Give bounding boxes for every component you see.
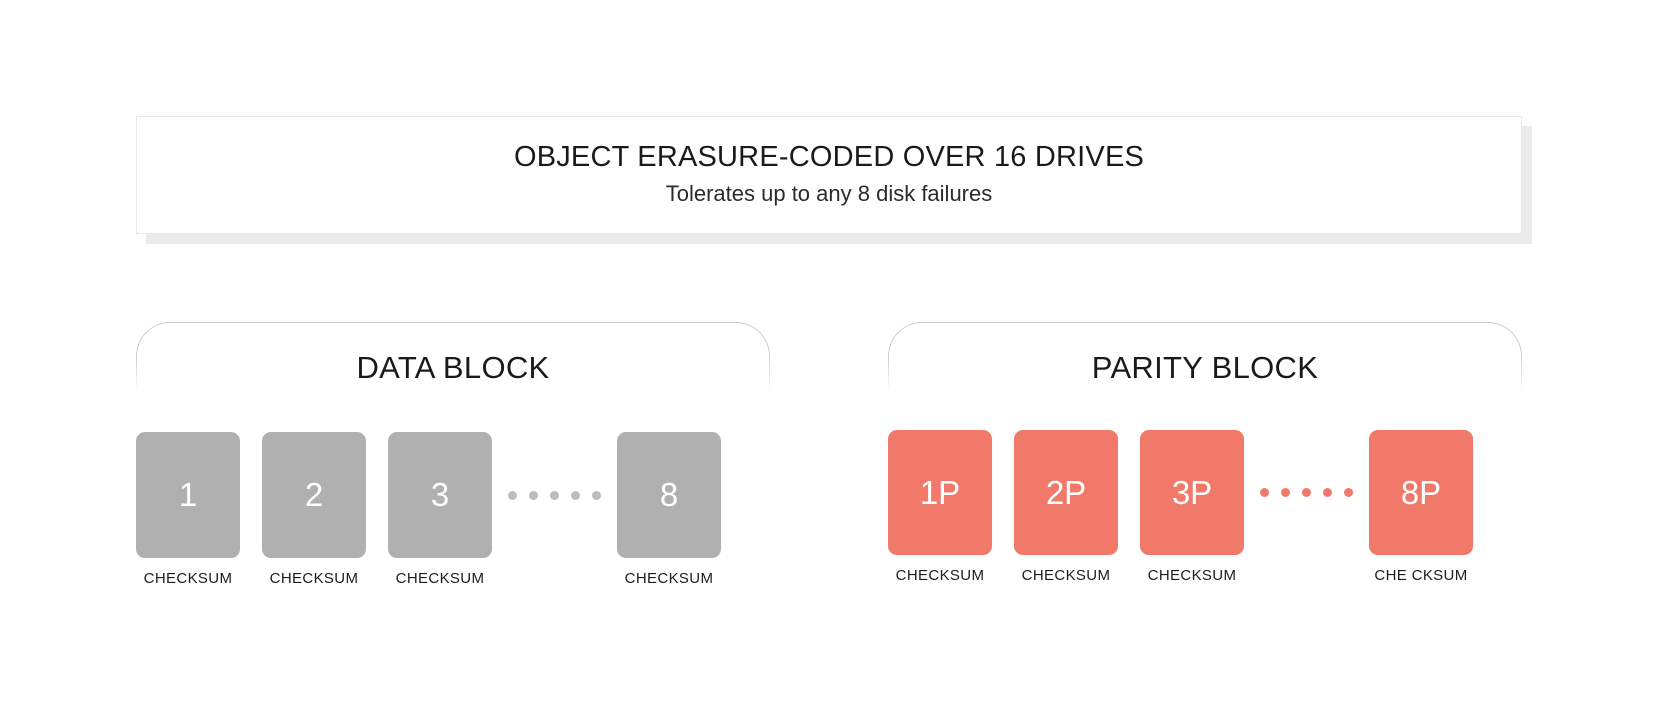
- data-block-checksum-8: CHECKSUM: [624, 570, 714, 587]
- ellipsis-dot-icon: [571, 490, 580, 500]
- data-block-checksum-2: CHECKSUM: [269, 570, 359, 587]
- parity-block-checksum-8p: CHE CKSUM: [1374, 567, 1468, 584]
- parity-block-frame: [888, 322, 1522, 472]
- ellipsis-dot-icon: [1302, 488, 1311, 497]
- ellipsis-dot-icon: [550, 490, 559, 500]
- data-block-cell-1[interactable]: 1 CHECKSUM: [136, 432, 240, 587]
- header-card: OBJECT ERASURE-CODED OVER 16 DRIVES Tole…: [136, 116, 1522, 234]
- data-block-frame: [136, 322, 770, 472]
- data-block-checksum-1: CHECKSUM: [143, 570, 233, 587]
- parity-block-group: PARITY BLOCK: [888, 322, 1522, 472]
- parity-block-cell-2p[interactable]: 2P CHECKSUM: [1014, 430, 1118, 584]
- data-block-group: DATA BLOCK: [136, 322, 770, 472]
- parity-block-title: PARITY BLOCK: [1091, 350, 1319, 385]
- ellipsis-dot-icon: [1344, 488, 1353, 497]
- data-block-cell-2[interactable]: 2 CHECKSUM: [262, 432, 366, 587]
- data-block-cell-8[interactable]: 8 CHECKSUM: [617, 432, 721, 587]
- data-block-cell-3[interactable]: 3 CHECKSUM: [388, 432, 492, 587]
- parity-block-cell-1p[interactable]: 1P CHECKSUM: [888, 430, 992, 584]
- ellipsis-dot-icon: [508, 490, 517, 500]
- parity-block-tile-3p[interactable]: 3P: [1140, 430, 1244, 555]
- data-block-checksum-3: CHECKSUM: [395, 570, 485, 587]
- parity-block-checksum-1p: CHECKSUM: [895, 567, 985, 584]
- parity-block-ellipsis: [1254, 430, 1359, 555]
- parity-blocks-row: 1P CHECKSUM 2P CHECKSUM 3P CHECKSUM 8P C…: [888, 430, 1473, 584]
- ellipsis-dot-icon: [1323, 488, 1332, 497]
- data-block-title: DATA BLOCK: [356, 350, 550, 385]
- parity-block-cell-3p[interactable]: 3P CHECKSUM: [1140, 430, 1244, 584]
- ellipsis-dot-icon: [1281, 488, 1290, 497]
- parity-block-checksum-2p: CHECKSUM: [1021, 567, 1111, 584]
- data-block-tile-1[interactable]: 1: [136, 432, 240, 558]
- data-blocks-row: 1 CHECKSUM 2 CHECKSUM 3 CHECKSUM 8 CHECK…: [136, 432, 721, 587]
- ellipsis-dot-icon: [1260, 488, 1269, 497]
- parity-block-checksum-3p: CHECKSUM: [1147, 567, 1237, 584]
- page-subtitle: Tolerates up to any 8 disk failures: [665, 181, 993, 207]
- data-block-tile-3[interactable]: 3: [388, 432, 492, 558]
- parity-block-tile-1p[interactable]: 1P: [888, 430, 992, 555]
- data-block-tile-8[interactable]: 8: [617, 432, 721, 558]
- ellipsis-dot-icon: [529, 490, 538, 500]
- ellipsis-dot-icon: [592, 490, 601, 500]
- parity-block-cell-8p[interactable]: 8P CHE CKSUM: [1369, 430, 1473, 584]
- data-block-tile-2[interactable]: 2: [262, 432, 366, 558]
- parity-block-tile-2p[interactable]: 2P: [1014, 430, 1118, 555]
- parity-block-tile-8p[interactable]: 8P: [1369, 430, 1473, 555]
- data-block-ellipsis: [502, 432, 607, 558]
- page-title: OBJECT ERASURE-CODED OVER 16 DRIVES: [513, 140, 1145, 173]
